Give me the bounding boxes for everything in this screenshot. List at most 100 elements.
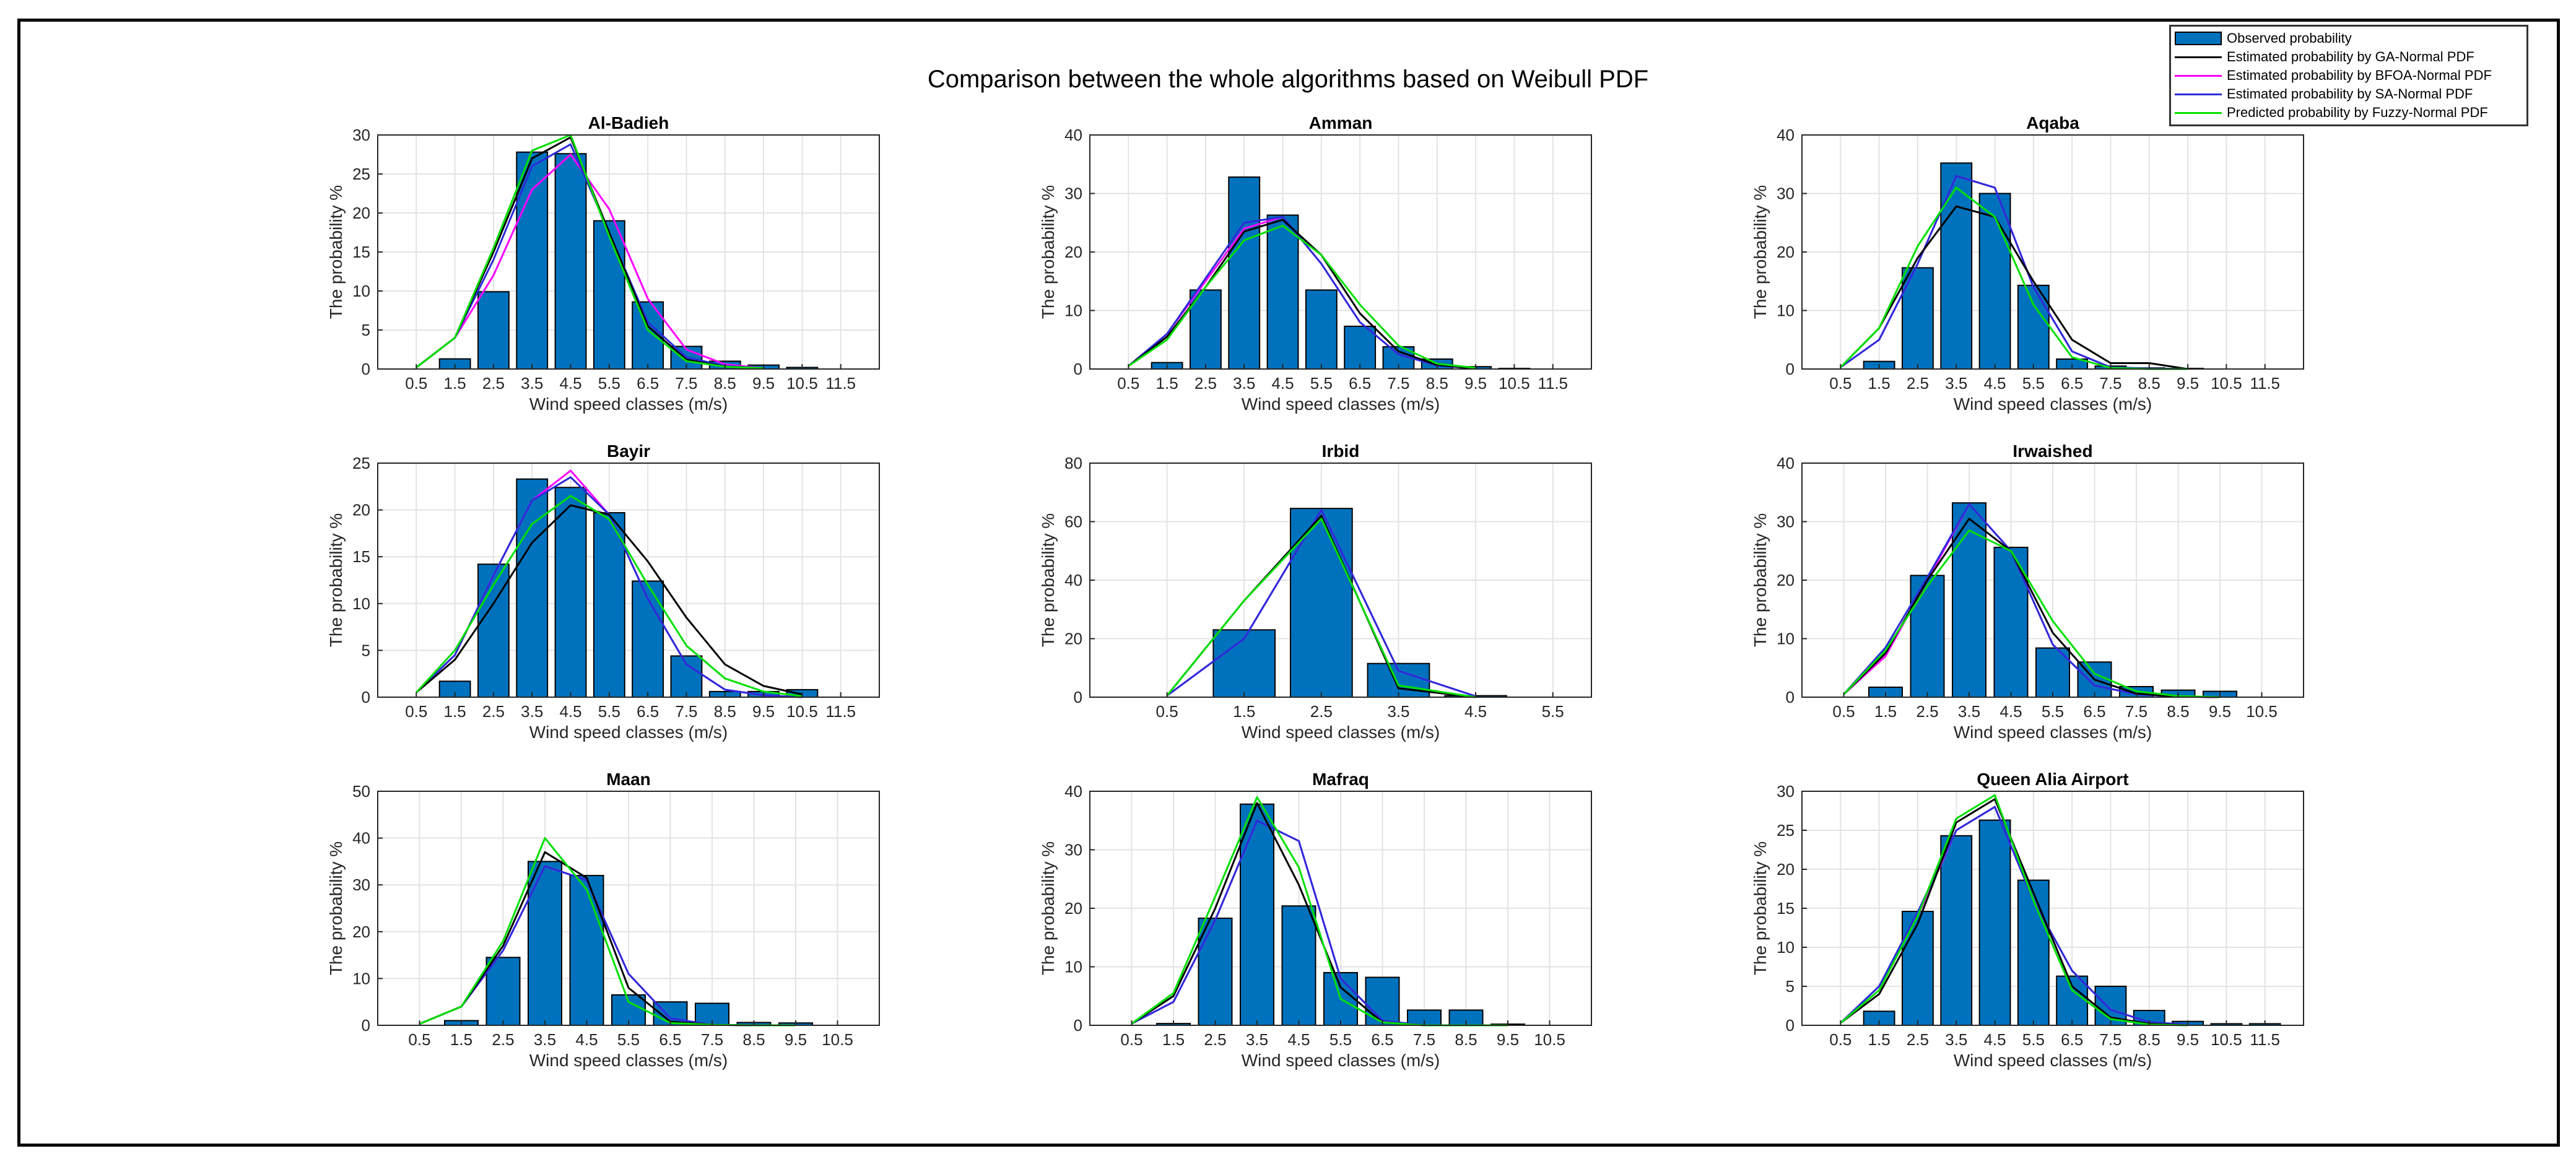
series-line-fuzzy (1843, 529, 2221, 698)
y-tick-label: 30 (352, 126, 370, 144)
axes-box (377, 463, 880, 698)
y-tick-label: 30 (1777, 782, 1795, 801)
x-tick-label: 10.5 (786, 702, 818, 721)
subplot-title: Irbid (1322, 441, 1360, 461)
bar (1344, 326, 1377, 370)
bar (593, 220, 625, 370)
x-tick-label: 6.5 (1371, 1030, 1393, 1049)
x-tick-label: 4.5 (1464, 702, 1487, 721)
y-tick-label: 20 (1777, 571, 1795, 589)
x-tick-label: 4.5 (1983, 1030, 2006, 1049)
x-tick-label: 5.5 (2022, 1030, 2045, 1049)
y-axis-label: The probability % (1751, 841, 1770, 975)
x-axis-label: Wind speed classes (m/s) (1954, 394, 2152, 414)
series-line-fuzzy (1128, 225, 1476, 369)
x-tick-label: 0.5 (1156, 702, 1178, 721)
y-tick-label: 20 (1064, 243, 1082, 261)
y-tick-label: 15 (1777, 899, 1795, 918)
x-tick-label: 8.5 (742, 1030, 765, 1049)
x-tick-label: 8.5 (1426, 374, 1448, 393)
subplot-title: Irwaished (2012, 441, 2092, 461)
bar (1228, 176, 1261, 370)
y-axis-label: The probability % (1038, 513, 1058, 647)
y-axis-label: The probability % (326, 185, 346, 319)
y-tick-label: 0 (1074, 688, 1082, 706)
y-tick-label: 10 (1777, 630, 1795, 648)
x-tick-label: 2.5 (1907, 374, 1929, 393)
x-tick-label: 0.5 (405, 374, 427, 393)
y-tick-label: 25 (1777, 821, 1795, 840)
x-tick-label: 7.5 (1387, 374, 1409, 393)
y-tick-label: 40 (1064, 126, 1082, 144)
x-tick-label: 1.5 (1156, 374, 1178, 393)
series-line-ga (416, 504, 803, 695)
x-axis-label: Wind speed classes (m/s) (529, 1051, 728, 1070)
bar (1290, 508, 1353, 698)
y-tick-label: 20 (1064, 630, 1082, 648)
legend-swatch-ga (2175, 50, 2222, 64)
x-tick-label: 3.5 (1945, 1030, 1967, 1049)
series-line-fuzzy (416, 134, 764, 370)
y-tick-label: 5 (362, 641, 370, 659)
y-tick-label: 0 (1074, 1016, 1082, 1035)
legend-item-observed: Observed probability (2175, 29, 2523, 48)
x-tick-label: 2.5 (1916, 702, 1938, 721)
bar (1266, 214, 1299, 370)
y-tick-label: 40 (1777, 454, 1795, 472)
y-tick-label: 10 (1777, 938, 1795, 957)
x-tick-label: 5.5 (598, 374, 620, 393)
subplot-title: Maan (606, 770, 651, 789)
bar (2017, 879, 2050, 1027)
x-tick-label: 8.5 (714, 702, 736, 721)
subplot-amman: 0 10 20 30 40 0.5 1.5 2.5 3.5 4.5 5.5 6.5 7.5 8.5 9.5 1… (1038, 113, 1592, 414)
x-tick-label: 10.5 (1499, 374, 1530, 393)
bar (569, 875, 604, 1026)
x-tick-label: 9.5 (2209, 702, 2231, 721)
bar (516, 478, 549, 698)
bar (1978, 819, 2011, 1026)
x-tick-label: 0.5 (1120, 1030, 1142, 1049)
x-axis-label: Wind speed classes (m/s) (1954, 1051, 2152, 1070)
x-tick-label: 9.5 (785, 1030, 807, 1049)
y-tick-label: 20 (352, 923, 370, 941)
x-tick-label: 4.5 (1999, 702, 2022, 721)
bar (593, 512, 625, 698)
subplot-irwaished: 0 10 20 30 40 0.5 1.5 2.5 3.5 4.5 5.5 6.5 7.5 8.5 9.5 1… (1751, 441, 2304, 742)
legend-swatch-fuzzy (2175, 105, 2222, 120)
subplot-irbid: 0 20 40 60 80 0.5 1.5 2.5 3.5 4.5 5.5 Irbid Wind spe… (1038, 441, 1592, 742)
bar (477, 291, 510, 370)
y-tick-label: 20 (352, 501, 370, 519)
legend: Observed probability Estimated probabili… (2169, 25, 2528, 126)
x-tick-label: 7.5 (2099, 1030, 2121, 1049)
y-tick-label: 30 (1777, 185, 1795, 203)
y-axis-label: The probability % (1038, 185, 1058, 319)
bar (528, 861, 562, 1027)
y-tick-label: 20 (1777, 860, 1795, 879)
x-tick-label: 9.5 (2177, 374, 2199, 393)
y-tick-label: 10 (352, 594, 370, 613)
series-line-sa (416, 143, 764, 370)
x-tick-label: 4.5 (1271, 374, 1294, 393)
y-tick-label: 15 (352, 243, 370, 261)
legend-label-ga: Estimated probability by GA-Normal PDF (2227, 49, 2474, 64)
x-tick-label: 3.5 (521, 374, 543, 393)
x-tick-label: 0.5 (405, 702, 427, 721)
x-tick-label: 7.5 (675, 702, 697, 721)
subplot-title: Queen Alia Airport (1977, 770, 2128, 789)
y-axis-label: The probability % (1751, 185, 1770, 319)
x-tick-label: 10.5 (1534, 1030, 1565, 1049)
x-tick-label: 8.5 (2167, 702, 2189, 721)
y-tick-label: 0 (362, 360, 370, 378)
x-tick-label: 10.5 (2211, 374, 2242, 393)
y-tick-label: 15 (352, 547, 370, 566)
y-tick-label: 10 (1064, 958, 1082, 976)
x-axis-label: Wind speed classes (m/s) (1242, 723, 1440, 742)
x-tick-label: 6.5 (2083, 702, 2105, 721)
x-tick-label: 3.5 (1945, 374, 1967, 393)
subplot-mafraq: 0 10 20 30 40 0.5 1.5 2.5 3.5 4.5 5.5 6.5 7.5 8.5 9.5 1… (1038, 770, 1592, 1070)
x-tick-label: 4.5 (1287, 1030, 1310, 1049)
x-tick-label: 8.5 (2138, 374, 2160, 393)
x-tick-label: 10.5 (786, 374, 818, 393)
x-tick-label: 5.5 (1329, 1030, 1352, 1049)
